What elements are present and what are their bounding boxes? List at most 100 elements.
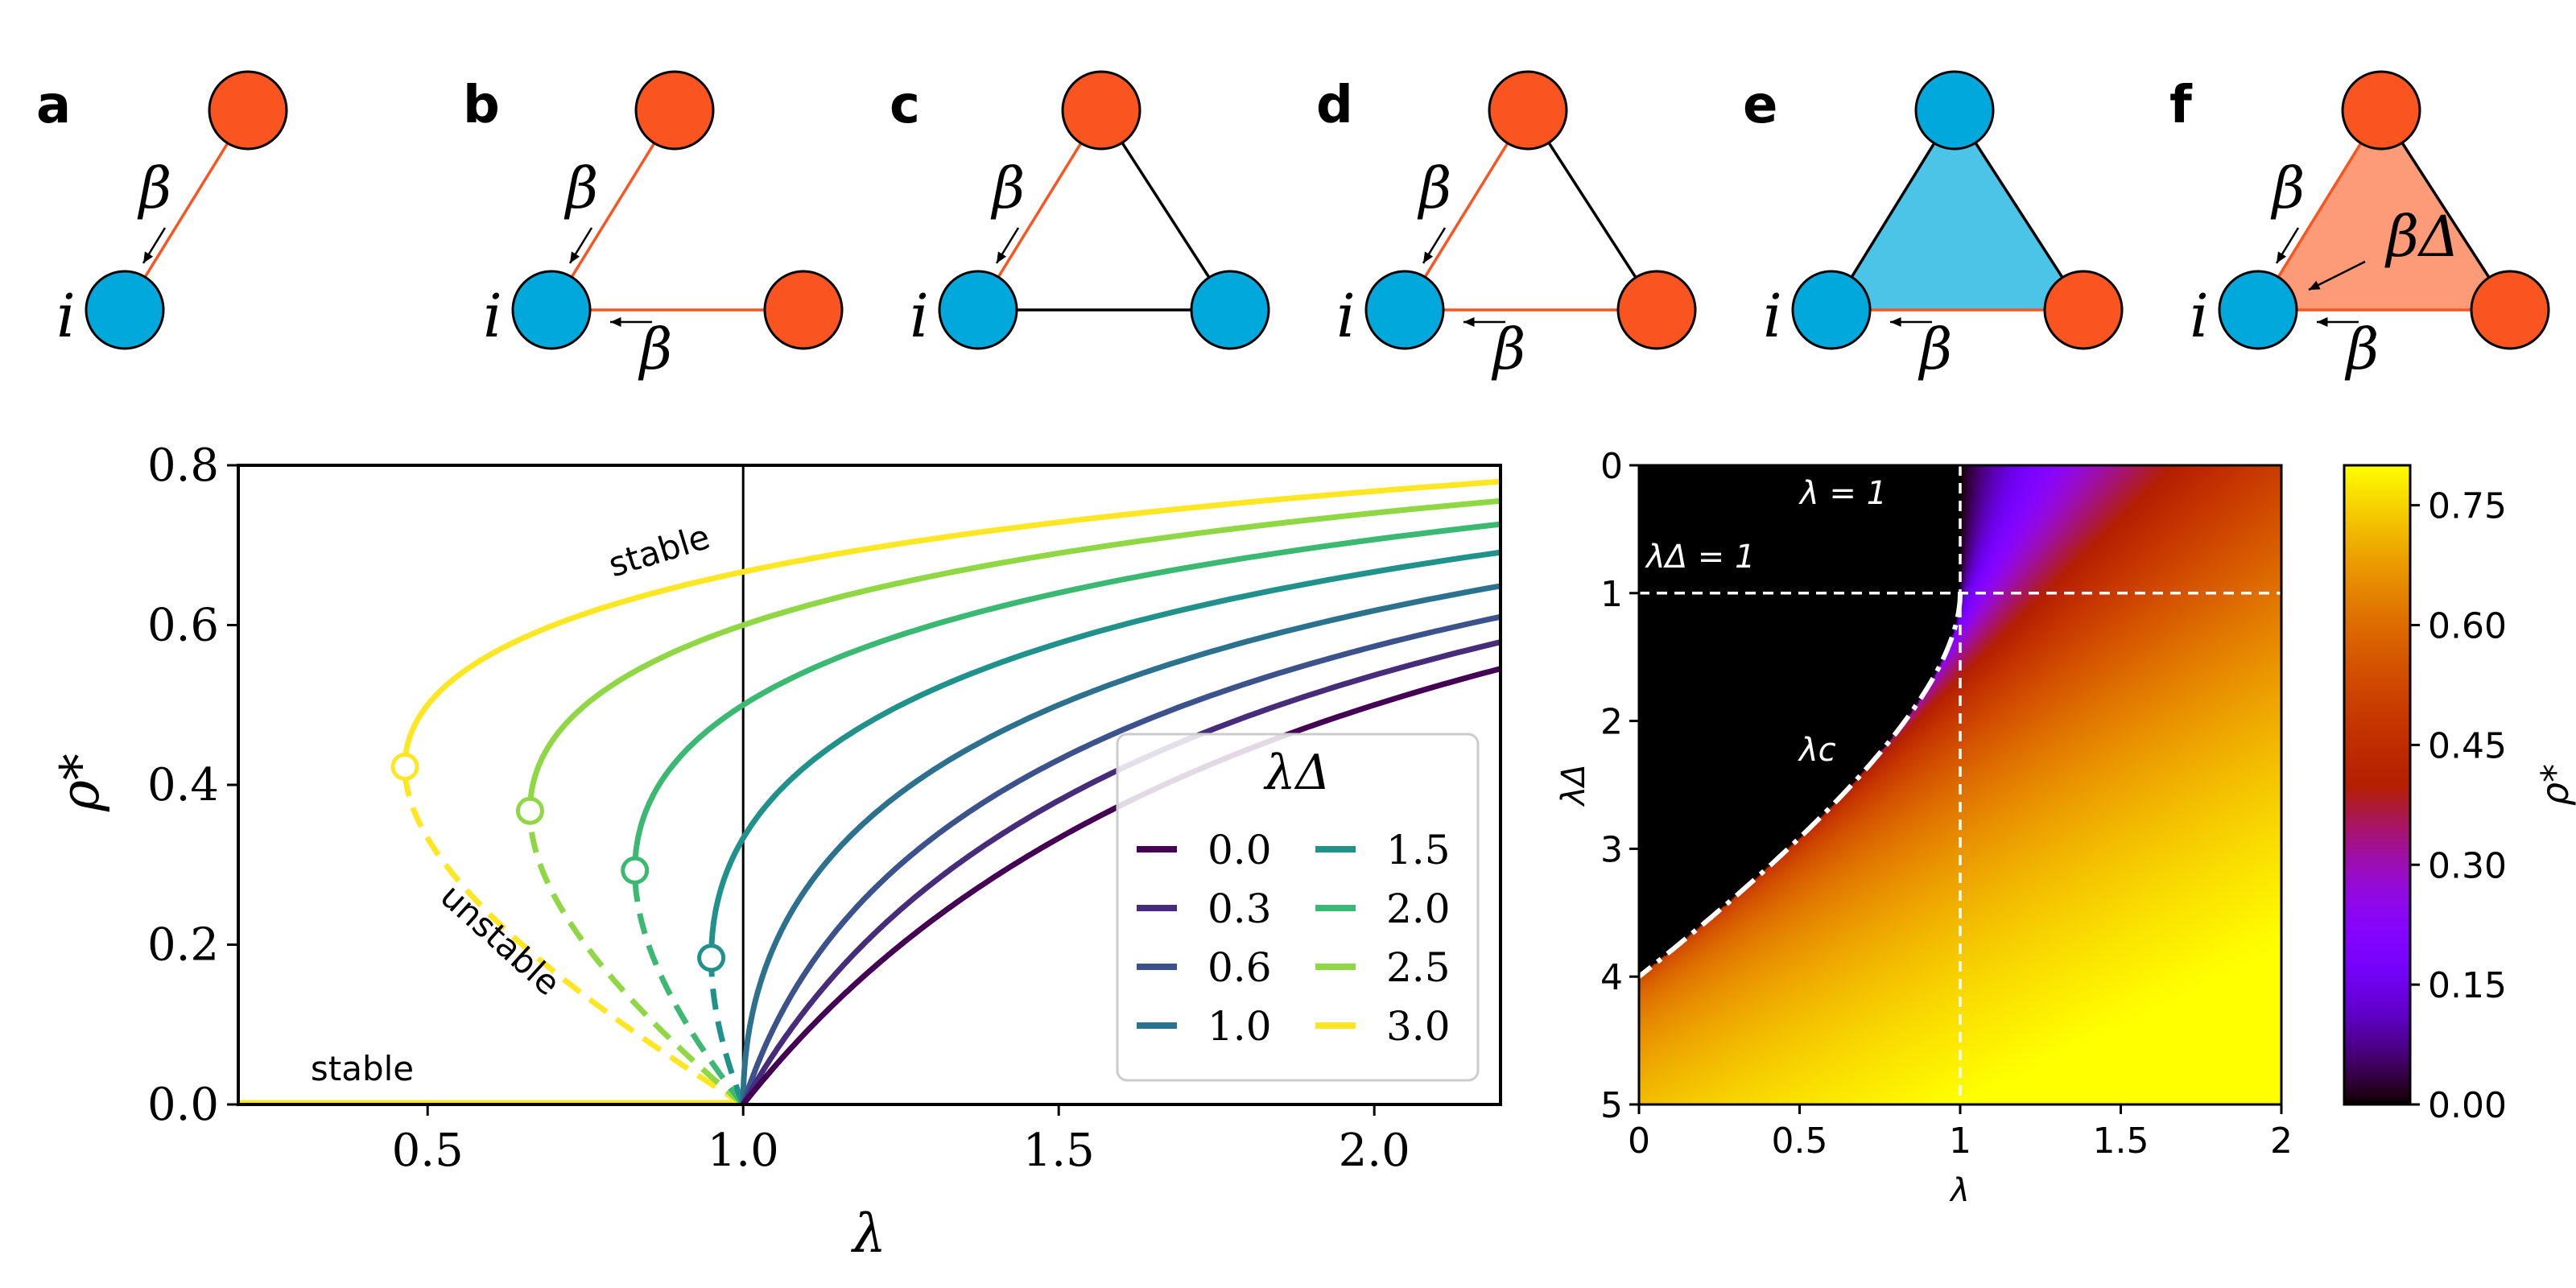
- colorbar-label: ρ*: [2533, 764, 2576, 806]
- x-tick-label: 2.0: [1339, 1125, 1410, 1177]
- node-infected: [634, 70, 715, 151]
- colorbar-tick-label: 0.00: [2428, 1085, 2507, 1126]
- node-susceptible: [511, 270, 592, 350]
- heat-x-tick-label: 0: [1628, 1121, 1650, 1162]
- series-stable-2.0: [632, 521, 1501, 873]
- annotation-unstable: unstable: [433, 876, 568, 1003]
- motif-c: β c i: [890, 70, 1270, 351]
- series-unstable-2.0: [632, 871, 745, 1104]
- node-i-label: i: [56, 282, 76, 351]
- node-infected: [1616, 270, 1697, 350]
- panel-letter-c: c: [890, 76, 920, 135]
- x-tick-label: 0.5: [392, 1125, 464, 1177]
- bifurcation-chart: 0.5 1.0 1.5 2.00.00.20.40.60.8 λ ρ* stable …: [49, 440, 1502, 1265]
- y-tick-label: 0.0: [147, 1079, 219, 1131]
- series-unstable-2.5: [526, 811, 745, 1104]
- colorbar-tick-label: 0.60: [2428, 606, 2507, 647]
- series-line-1.0: [740, 583, 1501, 1104]
- node-infected: [2043, 270, 2124, 350]
- critical-curve: [1639, 592, 1963, 979]
- beta-label: β: [1918, 316, 1952, 382]
- legend-title: λΔ: [1263, 745, 1330, 801]
- heat-y-tick-label: 5: [1600, 1085, 1623, 1126]
- series-stable-3.0: [402, 478, 1501, 770]
- arrow-icon: [2308, 260, 2366, 291]
- x-tick-label: 1.0: [708, 1125, 779, 1177]
- beta-label: β: [990, 155, 1025, 221]
- node-i-label: i: [910, 282, 929, 351]
- node-infected: [763, 270, 844, 350]
- heat-x-tick-label: 1.5: [2093, 1121, 2149, 1162]
- node-infected: [1488, 70, 1568, 151]
- legend: λΔ 0.0 0.3 0.6 1.0 1.5 2.0 2.5 3.0: [1116, 733, 1480, 1082]
- x-tick-label: 1.5: [1023, 1125, 1095, 1177]
- series-line-0.6: [740, 613, 1501, 1104]
- y-tick-label: 0.6: [147, 600, 219, 652]
- heat-y-tick-label: 4: [1600, 957, 1623, 998]
- legend-box: [1116, 733, 1480, 1082]
- motif-a: β a i: [36, 70, 288, 351]
- colorbar-tick-label: 0.45: [2428, 725, 2507, 766]
- arrow-icon: [2275, 227, 2300, 264]
- beta-label: β: [1491, 316, 1525, 382]
- node-i-label: i: [2190, 282, 2209, 351]
- node-susceptible: [1914, 70, 1995, 151]
- saddle-node-marker-2.5: [515, 796, 544, 825]
- node-i-label: i: [1763, 282, 1782, 351]
- heat-x-tick-label: 1: [1949, 1121, 1971, 1162]
- legend-label-0.3: 0.3: [1208, 886, 1272, 932]
- arrow-icon: [995, 227, 1020, 264]
- heatmap-y-axis-label: λΔ: [1555, 764, 1592, 807]
- node-infected: [2341, 70, 2421, 151]
- beta-label: β: [2270, 155, 2305, 221]
- panel-letter-e: e: [1743, 76, 1777, 135]
- colorbar-frame: [2343, 464, 2412, 1106]
- node-i-label: i: [483, 282, 502, 351]
- annotation-lambda-eq-1: λ = 1: [1798, 475, 1887, 512]
- panel-letter-a: a: [36, 76, 71, 135]
- legend-label-1.0: 1.0: [1208, 1003, 1272, 1050]
- motif-d: β β d i: [1316, 70, 1697, 382]
- arrow-icon: [1422, 227, 1447, 264]
- node-susceptible: [85, 270, 165, 350]
- series-unstable-1.5: [708, 959, 746, 1104]
- beta-label: β: [564, 155, 598, 221]
- arrow-icon: [568, 227, 593, 264]
- node-susceptible: [1190, 270, 1270, 350]
- legend-label-2.0: 2.0: [1386, 886, 1451, 932]
- motif-e: β e i: [1743, 70, 2124, 382]
- node-i-label: i: [1336, 282, 1356, 351]
- y-tick-label: 0.2: [147, 919, 219, 972]
- saddle-node-marker-1.5: [697, 943, 726, 972]
- beta-delta-label: βΔ: [2384, 204, 2459, 270]
- y-tick-label: 0.4: [147, 759, 219, 811]
- colorbar-tick-label: 0.75: [2428, 486, 2507, 527]
- legend-label-0.0: 0.0: [1208, 827, 1272, 873]
- series-unstable-3.0: [402, 767, 745, 1104]
- heatmap-chart: 0 0.5 1 1.5 2 0 1 2 3 4 5 λ λΔ λ = 1 λΔ = 1 λc 0.0…: [1555, 446, 2576, 1209]
- y-tick-label: 0.8: [147, 440, 219, 492]
- node-susceptible: [1364, 270, 1445, 350]
- beta-label: β: [638, 316, 672, 382]
- annotation-lambda-delta-eq-1: λΔ = 1: [1645, 539, 1755, 576]
- simplex-fill: [1831, 110, 2083, 310]
- panel-letter-b: b: [463, 76, 500, 135]
- legend-label-1.5: 1.5: [1386, 827, 1451, 873]
- node-infected: [2470, 270, 2550, 350]
- heat-y-tick-label: 0: [1600, 446, 1623, 487]
- series-stable-2.5: [526, 497, 1501, 814]
- colorbar-tick-label: 0.15: [2428, 965, 2507, 1006]
- node-susceptible: [1791, 270, 1872, 350]
- saddle-node-marker-3.0: [390, 753, 419, 782]
- beta-label: β: [2344, 316, 2379, 382]
- heat-y-tick-label: 2: [1600, 702, 1623, 743]
- node-susceptible: [938, 270, 1018, 350]
- series-stable-1.5: [708, 549, 1501, 961]
- panel-letter-d: d: [1316, 76, 1353, 135]
- annotation-stable-bottom: stable: [311, 1049, 414, 1088]
- left-y-axis-label: ρ*: [49, 753, 111, 812]
- legend-label-3.0: 3.0: [1386, 1003, 1451, 1050]
